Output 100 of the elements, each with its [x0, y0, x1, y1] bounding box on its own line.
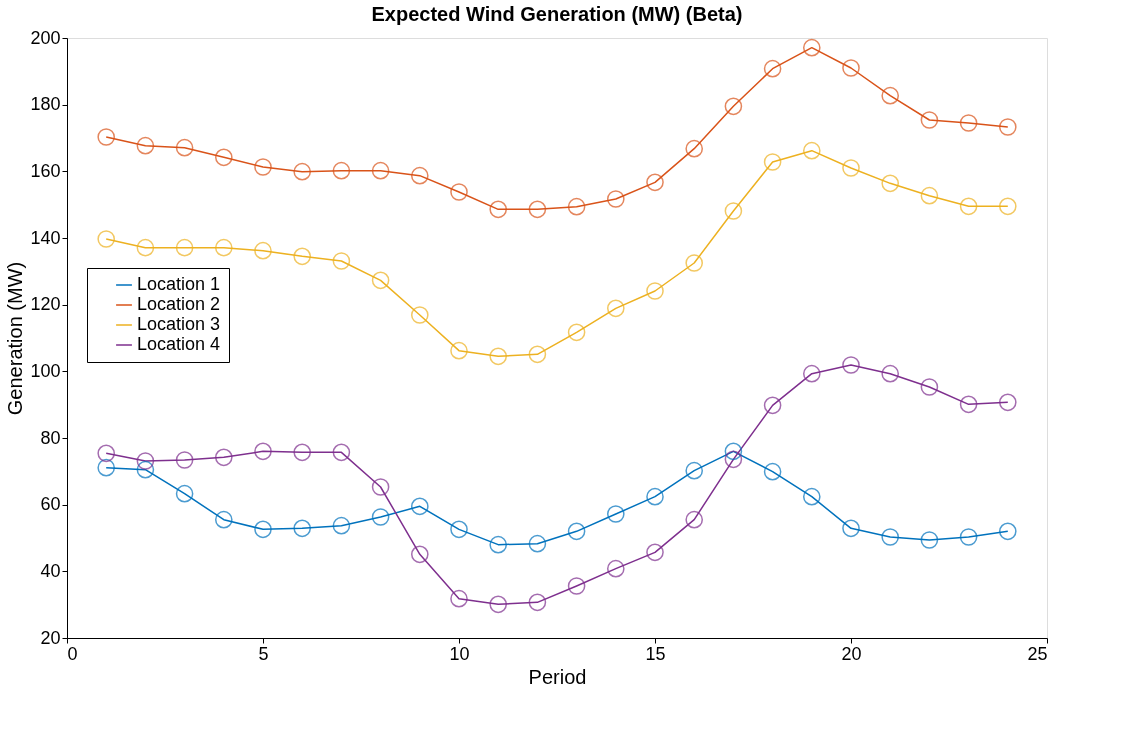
point: [450, 183, 468, 201]
point: [332, 161, 351, 180]
point: [293, 443, 312, 462]
point: [724, 450, 743, 469]
point: [371, 161, 390, 180]
point: [763, 59, 782, 78]
point: [881, 364, 900, 383]
point: [528, 200, 547, 219]
point: [685, 254, 704, 272]
point: [685, 510, 704, 529]
point: [920, 111, 939, 129]
point: [136, 460, 155, 479]
point: [97, 458, 116, 477]
y-tick-label: 160: [30, 160, 61, 181]
point: [567, 577, 586, 595]
point: [175, 451, 194, 469]
point: [489, 535, 508, 554]
point: [567, 522, 586, 541]
point: [293, 247, 312, 266]
point: [254, 241, 272, 260]
point: [646, 282, 664, 300]
point: [175, 138, 194, 157]
y-axis-title: Generation (MW): [4, 261, 27, 416]
point: [685, 139, 704, 158]
point: [97, 444, 116, 463]
point: [685, 461, 704, 480]
point: [450, 589, 468, 608]
chart-title: Expected Wind Generation (MW) (Beta): [371, 3, 743, 25]
point: [214, 238, 233, 257]
point: [802, 141, 821, 160]
point: [214, 148, 233, 167]
point: [606, 505, 625, 523]
x-tick-label: 5: [258, 643, 269, 664]
point: [802, 364, 821, 383]
point: [959, 395, 978, 414]
point: [606, 190, 625, 208]
y-tick-label: 60: [40, 494, 61, 515]
point: [724, 202, 743, 220]
x-tick-label: 10: [449, 643, 470, 664]
point: [332, 443, 351, 462]
point: [959, 197, 978, 216]
legend-label: Location 2: [137, 294, 221, 314]
point: [410, 306, 429, 324]
point: [724, 442, 743, 461]
point: [332, 252, 351, 270]
point: [763, 153, 782, 171]
point: [450, 341, 468, 360]
point: [136, 238, 155, 257]
point: [881, 86, 900, 105]
point: [763, 396, 782, 415]
point: [842, 356, 860, 374]
point: [293, 519, 312, 538]
point: [332, 516, 351, 535]
point: [489, 200, 508, 219]
point: [293, 162, 312, 181]
x-tick-label: 20: [841, 643, 862, 664]
point: [998, 118, 1017, 136]
point: [528, 593, 547, 612]
point: [371, 478, 390, 496]
point: [528, 345, 547, 364]
point: [410, 545, 429, 564]
point: [842, 519, 860, 538]
point: [842, 159, 860, 177]
point: [175, 238, 194, 257]
point: [489, 347, 508, 366]
point: [842, 59, 860, 77]
point: [371, 271, 390, 290]
point: [254, 520, 272, 539]
point: [567, 323, 586, 342]
point: [254, 158, 272, 176]
point: [606, 559, 625, 578]
point: [528, 534, 547, 553]
point: [920, 186, 939, 205]
point: [136, 452, 155, 470]
point: [998, 393, 1017, 412]
point: [97, 128, 116, 146]
point: [410, 497, 429, 516]
point: [567, 197, 586, 216]
legend-label: Location 3: [137, 314, 221, 334]
y-tick-label: 140: [30, 227, 61, 248]
point: [214, 448, 233, 467]
point: [606, 299, 625, 318]
y-tick-label: 100: [30, 360, 61, 381]
x-tick-label: 25: [1027, 643, 1048, 664]
point: [646, 543, 664, 562]
point: [763, 462, 782, 481]
point: [881, 174, 900, 193]
x-axis-title: Period: [528, 665, 587, 688]
point: [881, 528, 900, 546]
y-tick-label: 180: [30, 94, 61, 115]
point: [97, 230, 116, 248]
point: [998, 522, 1017, 541]
point: [724, 97, 743, 116]
y-tick-label: 120: [30, 294, 61, 315]
point: [254, 442, 272, 461]
point: [920, 378, 939, 396]
x-tick-label: 0: [67, 643, 78, 664]
legend-label: Location 4: [137, 334, 221, 354]
point: [920, 531, 939, 549]
point: [802, 38, 821, 57]
